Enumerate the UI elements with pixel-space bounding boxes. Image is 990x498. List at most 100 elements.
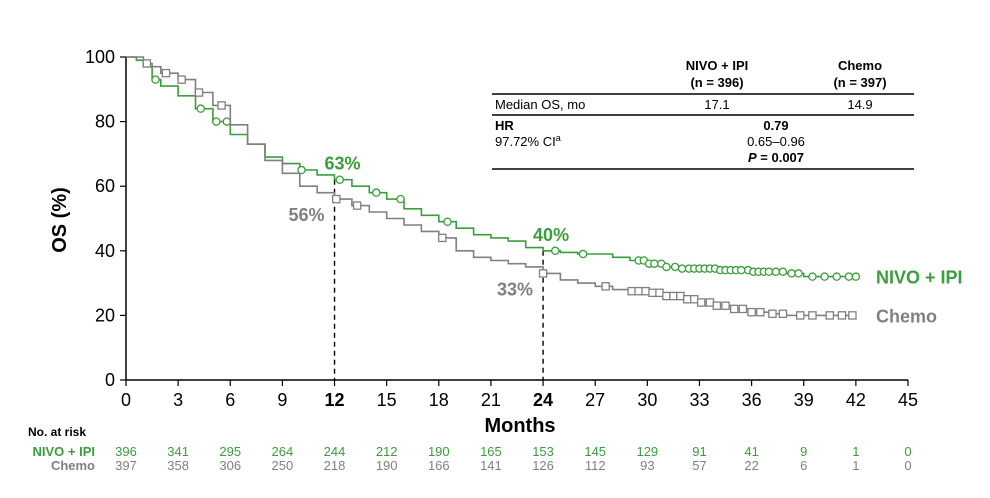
stats-p-number: = 0.007 [757, 150, 804, 165]
risk-value-cell: 22 [744, 458, 758, 473]
risk-value-cell: 6 [800, 458, 807, 473]
x-tick-label: 6 [225, 390, 235, 410]
chemo-censor-mark [332, 194, 341, 204]
risk-value-cell: 91 [692, 444, 706, 459]
stats-table: NIVO + IPI (n = 396) Chemo (n = 397) Med… [492, 58, 914, 170]
risk-value-cell: 244 [324, 444, 346, 459]
chemo-censor-mark [662, 291, 671, 301]
chemo-censor-mark [837, 311, 847, 320]
chemo-censor-mark [808, 311, 817, 320]
stats-row1-col1: 17.1 [704, 97, 729, 112]
x-tick-label: 15 [377, 390, 397, 410]
chemo-censor-mark [538, 269, 548, 278]
chemo-censor-mark [690, 294, 699, 304]
risk-value-cell: 397 [115, 458, 137, 473]
nivo-landmark-label: 63% [325, 154, 361, 174]
x-tick-label: 42 [846, 390, 866, 410]
nivo-censor-mark [771, 267, 781, 277]
risk-value-cell: 396 [115, 444, 137, 459]
risk-value-cell: 218 [324, 458, 346, 473]
survival-curves [126, 56, 861, 320]
stats-col1-header-2: (n = 396) [690, 75, 743, 90]
risk-value-cell: 0 [904, 444, 911, 459]
nivo-censor-mark [550, 246, 560, 256]
risk-row-label: Chemo [51, 458, 95, 473]
x-tick-label: 21 [481, 390, 501, 410]
curve-labels: 63% 40% NIVO + IPI 56% 33% Chemo [289, 154, 963, 327]
risk-value-cell: 93 [640, 458, 654, 473]
x-tick-label: 9 [277, 390, 287, 410]
risk-value-cell: 145 [584, 444, 606, 459]
x-tick-label: 12 [325, 390, 345, 410]
nivo-censor-mark [677, 264, 687, 273]
x-axis-label: Months [484, 415, 555, 437]
nivo-censor-mark [670, 262, 680, 272]
y-tick-label: 100 [85, 47, 115, 67]
nivo-censor-mark [151, 75, 160, 84]
chemo-censor-mark [641, 286, 650, 296]
x-tick-label: 18 [429, 390, 449, 410]
chemo-censor-mark [601, 282, 610, 291]
y-tick-label: 40 [95, 241, 115, 261]
risk-value-cell: 190 [376, 458, 398, 473]
risk-value-cell: 250 [272, 458, 294, 473]
nivo-landmark-label: 40% [533, 225, 569, 245]
risk-value-cell: 341 [167, 444, 189, 459]
number-at-risk-table: No. at risk NIVO + IPI 396 341 295 264 244 212… [28, 425, 912, 473]
chemo-landmark-label: 33% [497, 279, 533, 299]
stats-p-label: P [748, 150, 757, 165]
chemo-censor-mark [655, 288, 664, 298]
nivo-censor-mark [778, 267, 788, 277]
risk-value-cell: 212 [376, 444, 398, 459]
risk-row-label: NIVO + IPI [33, 444, 96, 459]
chemo-censor-mark [712, 301, 722, 310]
chemo-survival-curve [126, 56, 856, 317]
stats-hr-value: 0.79 [763, 118, 788, 133]
nivo-series-end-label: NIVO + IPI [876, 268, 963, 288]
y-axis-label: OS (%) [49, 187, 71, 253]
risk-value-cell: 112 [585, 458, 606, 473]
risk-value-cell: 295 [219, 444, 241, 459]
chemo-censor-mark [738, 304, 748, 314]
chemo-censor-mark [825, 311, 835, 320]
stats-ci-label: 97.72% CIa [495, 133, 561, 149]
nivo-censor-mark [736, 265, 746, 275]
chemo-censor-mark [778, 309, 788, 319]
chemo-censor-mark [729, 304, 739, 314]
x-tick-label: 36 [742, 390, 762, 410]
nivo-censor-mark [764, 267, 774, 277]
chemo-landmark-label: 56% [289, 205, 325, 225]
x-tick-label: 45 [898, 390, 918, 410]
risk-value-cell: 9 [800, 444, 807, 459]
nivo-censor-mark [578, 249, 588, 259]
y-tick-label: 60 [95, 176, 115, 196]
chemo-censor-mark [768, 309, 777, 319]
chemo-censor-mark [438, 233, 447, 243]
nivo-censor-mark [222, 117, 232, 126]
stats-col1-header-1: NIVO + IPI [686, 58, 749, 73]
risk-value-cell: 166 [428, 458, 450, 473]
risk-value-cell: 190 [428, 444, 450, 459]
nivo-censor-mark [662, 262, 671, 272]
x-tick-label: 39 [794, 390, 814, 410]
chemo-censor-mark [669, 291, 678, 301]
y-tick-label: 20 [95, 305, 115, 325]
x-tick-label: 0 [121, 390, 131, 410]
chemo-censor-mark [142, 59, 152, 68]
chemo-censor-mark [683, 294, 692, 304]
y-tick-label: 0 [105, 370, 115, 390]
chemo-censor-mark [848, 311, 857, 320]
stats-row1-label: Median OS, mo [495, 97, 585, 112]
risk-value-cell: 57 [692, 458, 706, 473]
chemo-censor-mark [721, 301, 730, 310]
nivo-censor-mark [443, 217, 452, 226]
nivo-censor-mark [371, 188, 381, 197]
nivo-censor-mark [335, 175, 344, 184]
chemo-censor-mark [705, 298, 715, 307]
chemo-censor-mark [177, 75, 186, 84]
risk-value-cell: 306 [219, 458, 241, 473]
nivo-censor-mark [212, 117, 221, 126]
nivo-censor-mark [787, 269, 796, 278]
